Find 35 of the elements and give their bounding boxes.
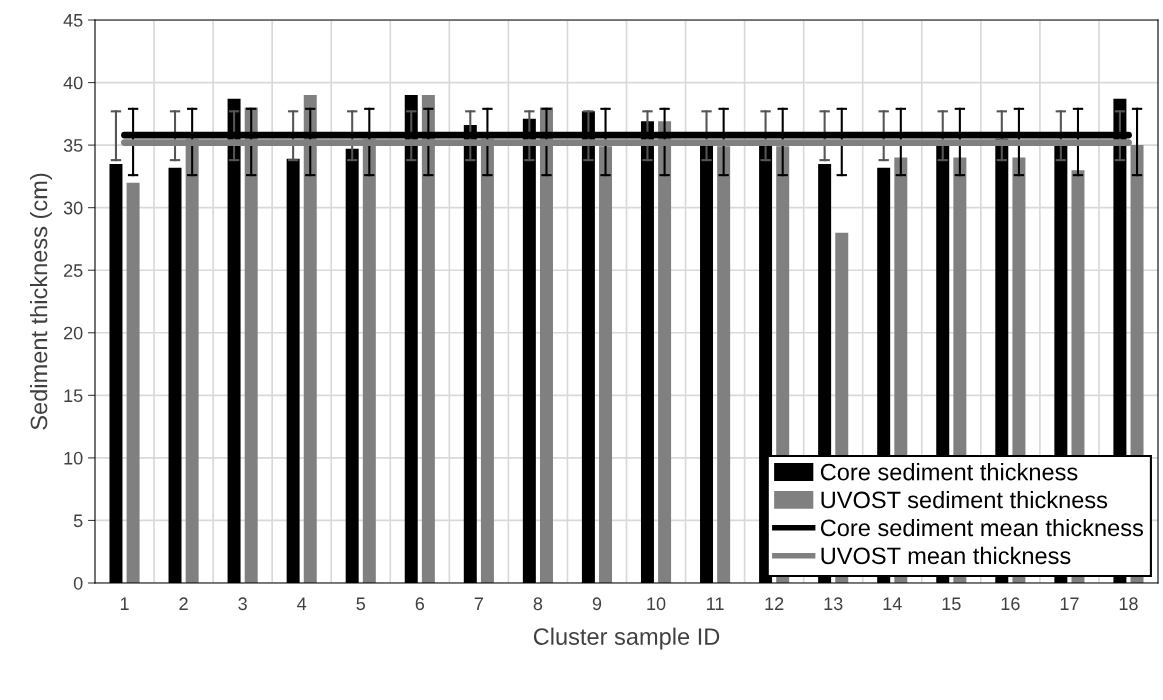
x-tick-label: 3	[238, 597, 247, 611]
x-axis-title: Cluster sample ID	[533, 627, 720, 650]
x-tick-label: 7	[474, 597, 483, 610]
x-tick-label: 17	[1060, 597, 1079, 610]
x-tick-label: 8	[533, 597, 543, 611]
x-tick-label: 11	[707, 597, 724, 610]
y-tick-label: 45	[63, 14, 83, 27]
x-tick-label: 9	[592, 597, 602, 611]
y-tick-label: 30	[63, 201, 83, 215]
legend-label: Core sediment mean thickness	[820, 518, 1143, 537]
y-tick-label: 5	[73, 514, 83, 528]
y-tick-label: 15	[64, 389, 83, 403]
y-tick-label: 35	[63, 139, 83, 152]
y-tick-label: 25	[64, 264, 83, 277]
x-tick-label: 5	[356, 597, 366, 611]
legend-label: UVOST sediment thickness	[821, 491, 1108, 509]
y-tick-label: 20	[64, 326, 83, 340]
y-tick-label: 10	[64, 451, 83, 465]
legend-label: Core sediment thickness	[820, 463, 1078, 481]
bar	[126, 182, 140, 583]
x-tick-label: 16	[1001, 597, 1020, 611]
x-tick-label: 2	[179, 597, 188, 610]
x-tick-label: 14	[883, 597, 902, 610]
x-tick-label: 4	[297, 597, 307, 610]
x-tick-label: 12	[765, 597, 784, 610]
x-tick-label: 10	[647, 597, 666, 611]
x-tick-label: 6	[415, 597, 425, 611]
y-tick-label: 0	[73, 576, 83, 590]
y-tick-label: 40	[63, 76, 83, 90]
legend-label: UVOST mean thickness	[821, 546, 1071, 565]
x-tick-label: 1	[120, 597, 129, 610]
x-tick-label: 13	[824, 597, 843, 611]
x-tick-label: 18	[1119, 597, 1138, 611]
x-tick-label: 15	[942, 597, 961, 611]
y-axis-title: Sediment thickness (cm)	[29, 173, 52, 430]
